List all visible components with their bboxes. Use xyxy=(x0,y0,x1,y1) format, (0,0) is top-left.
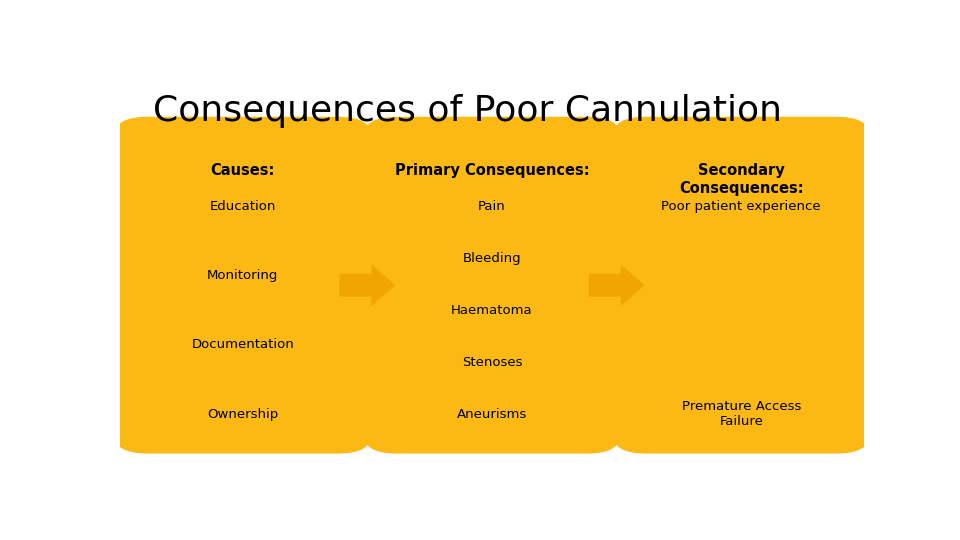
Text: Premature Access
Failure: Premature Access Failure xyxy=(682,400,801,428)
Text: Stenoses: Stenoses xyxy=(462,356,522,369)
FancyBboxPatch shape xyxy=(364,117,620,454)
Text: Monitoring: Monitoring xyxy=(207,269,278,282)
Text: Pain: Pain xyxy=(478,200,506,213)
FancyBboxPatch shape xyxy=(612,117,870,454)
Text: Secondary
Consequences:: Secondary Consequences: xyxy=(679,163,804,196)
Text: Bleeding: Bleeding xyxy=(463,252,521,265)
FancyArrow shape xyxy=(340,265,396,306)
Text: Education: Education xyxy=(209,200,276,213)
Text: Haematoma: Haematoma xyxy=(451,303,533,316)
Text: Causes:: Causes: xyxy=(210,163,275,178)
FancyArrow shape xyxy=(588,265,644,306)
Text: Aneurisms: Aneurisms xyxy=(457,408,527,421)
Text: Poor patient experience: Poor patient experience xyxy=(661,200,821,213)
Text: Consequences of Poor Cannulation: Consequences of Poor Cannulation xyxy=(154,94,782,128)
Text: Primary Consequences:: Primary Consequences: xyxy=(395,163,589,178)
Text: Ownership: Ownership xyxy=(207,408,278,421)
FancyBboxPatch shape xyxy=(114,117,372,454)
Text: Documentation: Documentation xyxy=(191,338,294,352)
